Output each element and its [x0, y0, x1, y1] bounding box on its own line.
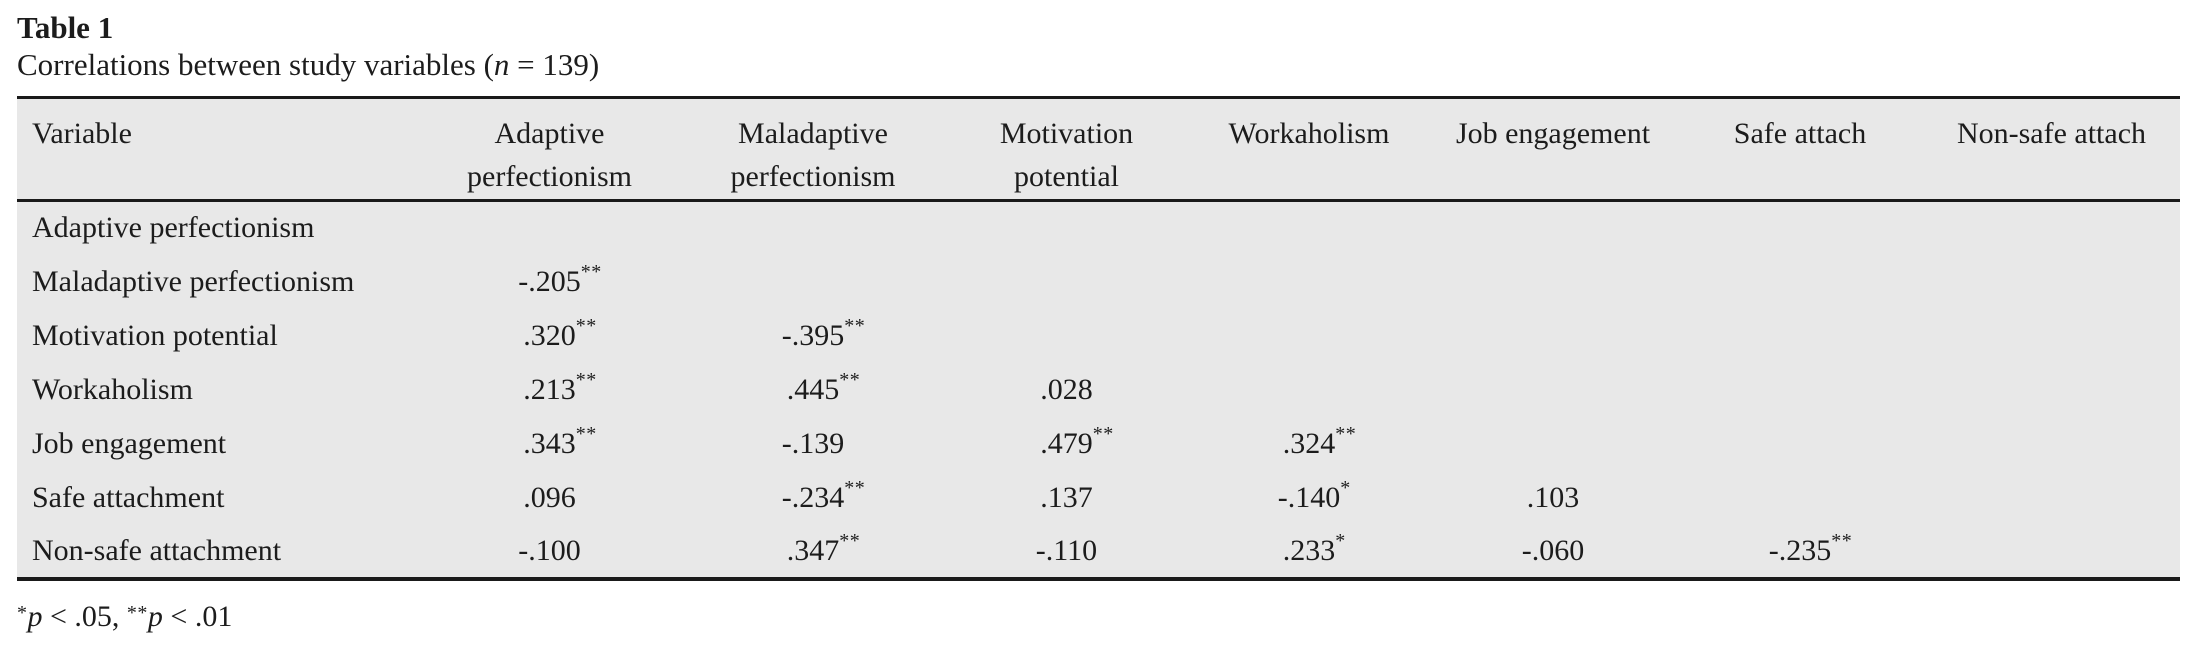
- corr-cell: [1189, 309, 1429, 363]
- corr-cell: .479 **: [1040, 422, 1114, 460]
- column-header-maladaptive-perfectionism: Maladaptive perfectionism: [682, 97, 944, 202]
- corr-cell: -.139: [781, 426, 845, 460]
- corr-cell: -.205 **: [518, 260, 602, 298]
- corr-cell: -.110: [1035, 533, 1098, 567]
- corr-cell: [1429, 417, 1677, 471]
- row-label: Motivation potential: [32, 318, 278, 352]
- corr-cell: [1923, 471, 2180, 525]
- row-label: Adaptive perfectionism: [32, 211, 315, 245]
- row-label: Job engagement: [32, 426, 227, 460]
- corr-cell: [1923, 201, 2180, 255]
- table-row-workaholism: Workaholism .213 ** .445 ** .028: [17, 363, 2180, 417]
- corr-cell: .343 **: [523, 422, 597, 460]
- corr-cell: [1677, 201, 1923, 255]
- corr-cell: [1677, 471, 1923, 525]
- corr-cell: [1189, 255, 1429, 309]
- corr-cell: [1429, 309, 1677, 363]
- corr-cell: .347 **: [786, 529, 861, 567]
- corr-cell: .137: [1040, 480, 1093, 514]
- column-header-workaholism: Workaholism: [1189, 97, 1429, 202]
- corr-cell: [944, 309, 1189, 363]
- table-description: Correlations between study variables (n …: [17, 47, 600, 82]
- corr-cell: .028: [1040, 372, 1093, 406]
- correlation-table-container: Variable Adaptive perfectionism Maladaptiv…: [17, 96, 2180, 581]
- corr-cell: -.140 *: [1277, 476, 1351, 514]
- table-caption: Table 1 Correlations between study varia…: [0, 0, 2191, 84]
- row-label: Safe attachment: [32, 480, 225, 514]
- corr-cell: .320 **: [523, 314, 597, 352]
- corr-cell: [1677, 363, 1923, 417]
- corr-cell: [1923, 255, 2180, 309]
- header-row: Variable Adaptive perfectionism Maladaptiv…: [17, 97, 2180, 202]
- column-header-non-safe-attach: Non-safe attach: [1923, 97, 2180, 202]
- column-header-safe-attach: Safe attach: [1677, 97, 1923, 202]
- table-row-adaptive-perfectionism: Adaptive perfectionism: [17, 201, 2180, 255]
- column-header-job-engagement: Job engagement: [1429, 97, 1677, 202]
- corr-cell: -.100: [518, 533, 581, 567]
- table-row-safe-attachment: Safe attachment .096 -.234 ** .137 -.140 * .103: [17, 471, 2180, 525]
- corr-cell: [1923, 363, 2180, 417]
- column-header-adaptive-perfectionism: Adaptive perfectionism: [417, 97, 682, 202]
- row-label: Maladaptive perfectionism: [32, 264, 355, 298]
- corr-cell: .096: [523, 480, 576, 514]
- corr-cell: [1429, 255, 1677, 309]
- corr-cell: .233 *: [1282, 529, 1346, 567]
- column-header-variable: Variable: [17, 97, 417, 202]
- corr-cell: .103: [1526, 480, 1580, 514]
- significance-footnote: *p < .05, **p < .01: [17, 599, 233, 633]
- corr-cell: -.060: [1521, 533, 1585, 567]
- corr-cell: [1429, 363, 1677, 417]
- corr-cell: [1923, 309, 2180, 363]
- corr-cell: [1677, 417, 1923, 471]
- corr-cell: [682, 255, 944, 309]
- table-row-maladaptive-perfectionism: Maladaptive perfectionism -.205 **: [17, 255, 2180, 309]
- corr-cell: .213 **: [523, 368, 597, 406]
- corr-cell: [682, 201, 944, 255]
- corr-cell: .324 **: [1282, 422, 1357, 460]
- corr-cell: [1189, 363, 1429, 417]
- row-label: Non-safe attachment: [32, 533, 282, 567]
- corr-cell: -.235 **: [1768, 529, 1853, 567]
- table-row-job-engagement: Job engagement .343 ** -.139 .479 ** .324 **: [17, 417, 2180, 471]
- corr-cell: [1677, 309, 1923, 363]
- table-row-motivation-potential: Motivation potential .320 ** -.395 **: [17, 309, 2180, 363]
- corr-cell: -.395 **: [781, 314, 866, 352]
- corr-cell: [1677, 255, 1923, 309]
- corr-cell: -.234 **: [781, 476, 866, 514]
- corr-cell: [1923, 417, 2180, 471]
- corr-cell: [944, 255, 1189, 309]
- corr-cell: [1923, 525, 2180, 579]
- table-number: Table 1: [17, 10, 114, 45]
- row-label: Workaholism: [32, 372, 193, 406]
- column-header-motivation-potential: Motivation potential: [944, 97, 1189, 202]
- corr-cell: [944, 201, 1189, 255]
- corr-cell: .445 **: [786, 368, 861, 406]
- corr-cell: [1189, 201, 1429, 255]
- corr-cell: [417, 201, 682, 255]
- corr-cell: [1429, 201, 1677, 255]
- table-row-non-safe-attachment: Non-safe attachment -.100 .347 ** -.110 .233 *…: [17, 525, 2180, 579]
- correlations-table: Variable Adaptive perfectionism Maladaptiv…: [17, 96, 2180, 581]
